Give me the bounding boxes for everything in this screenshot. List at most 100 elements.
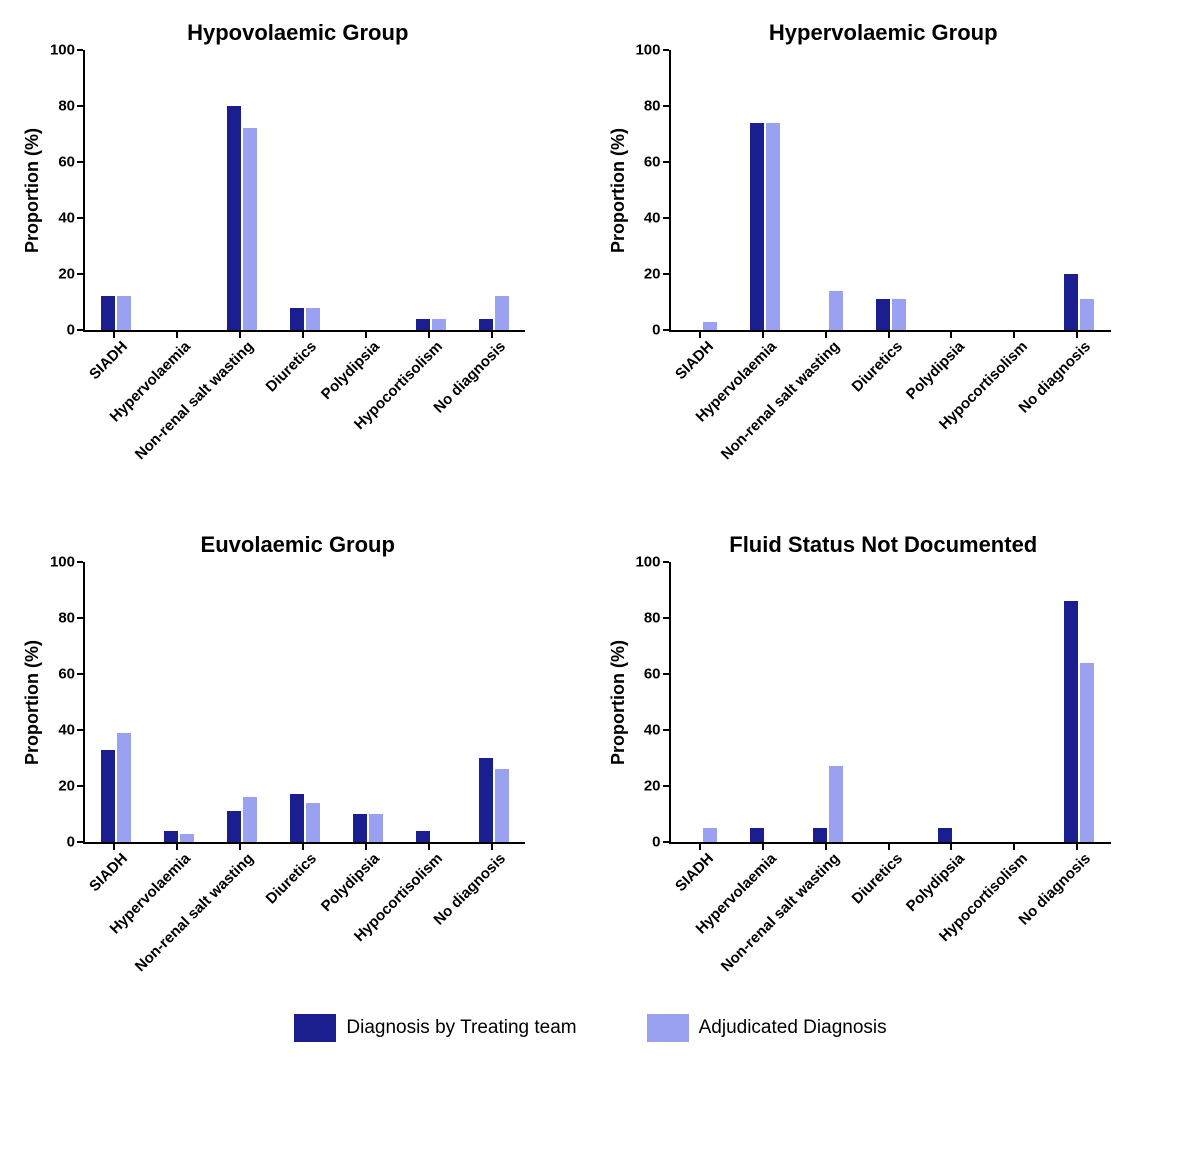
x-tick-mark: [888, 844, 890, 850]
bar-group: [416, 831, 446, 842]
y-tick-label: 40: [58, 722, 75, 739]
x-tick-mark: [239, 844, 241, 850]
bar-group: [876, 299, 906, 330]
x-tick-mark: [1013, 332, 1015, 338]
bar: [432, 319, 446, 330]
bar-group: [164, 831, 194, 842]
bar: [306, 803, 320, 842]
bar: [829, 766, 843, 842]
x-tick-mark: [365, 332, 367, 338]
bar: [243, 797, 257, 842]
panels-grid: Hypovolaemic GroupProportion (%)02040608…: [20, 20, 1161, 1004]
bar: [479, 319, 493, 330]
x-tick-mark: [491, 844, 493, 850]
y-tick-label: 20: [644, 778, 661, 795]
x-tick-mark: [428, 844, 430, 850]
y-axis: 020406080100: [629, 50, 669, 330]
bar: [813, 828, 827, 842]
bar-group: [813, 291, 843, 330]
y-tick-label: 100: [635, 42, 660, 59]
y-tick-label: 0: [652, 322, 660, 339]
y-tick-label: 60: [644, 666, 661, 683]
x-axis: SIADHHypervolaemiaNon-renal salt wasting…: [82, 844, 524, 1004]
plot-area: [669, 50, 1111, 332]
y-tick-label: 100: [50, 554, 75, 571]
panel-title: Fluid Status Not Documented: [606, 532, 1162, 558]
bar: [1064, 601, 1078, 842]
bar: [101, 296, 115, 330]
bar: [1064, 274, 1078, 330]
bar: [353, 814, 367, 842]
y-axis: 020406080100: [629, 562, 669, 842]
legend-swatch-adjudicated: [647, 1014, 689, 1042]
bar-group: [101, 733, 131, 842]
x-tick-mark: [950, 332, 952, 338]
x-axis: SIADHHypervolaemiaNon-renal salt wasting…: [82, 332, 524, 492]
bar-group: [687, 322, 717, 330]
bar: [416, 831, 430, 842]
bar: [703, 322, 717, 330]
y-tick-label: 100: [635, 554, 660, 571]
x-tick-mark: [762, 332, 764, 338]
legend: Diagnosis by Treating team Adjudicated D…: [20, 1014, 1161, 1042]
bar: [703, 828, 717, 842]
bar: [227, 106, 241, 330]
bar-group: [227, 106, 257, 330]
y-axis: 020406080100: [43, 50, 83, 330]
y-tick-label: 0: [67, 322, 75, 339]
figure: Hypovolaemic GroupProportion (%)02040608…: [20, 20, 1161, 1042]
x-tick-mark: [365, 844, 367, 850]
bar: [369, 814, 383, 842]
y-tick-label: 60: [644, 154, 661, 171]
legend-swatch-treating: [294, 1014, 336, 1042]
y-tick-label: 0: [652, 834, 660, 851]
x-tick-mark: [239, 332, 241, 338]
bar: [164, 831, 178, 842]
y-tick-label: 60: [58, 154, 75, 171]
bar-group: [290, 308, 320, 330]
legend-item-adjudicated: Adjudicated Diagnosis: [647, 1014, 887, 1042]
legend-label-adjudicated: Adjudicated Diagnosis: [699, 1017, 887, 1039]
bar-group: [479, 758, 509, 842]
bar-group: [750, 828, 780, 842]
chart-panel: Hypovolaemic GroupProportion (%)02040608…: [20, 20, 576, 492]
x-tick-mark: [950, 844, 952, 850]
x-tick-mark: [113, 844, 115, 850]
x-tick-mark: [113, 332, 115, 338]
bar-group: [938, 828, 968, 842]
legend-label-treating: Diagnosis by Treating team: [346, 1017, 576, 1039]
x-tick-mark: [762, 844, 764, 850]
x-tick-mark: [176, 844, 178, 850]
x-tick-mark: [302, 332, 304, 338]
bar: [101, 750, 115, 842]
bar: [495, 769, 509, 842]
y-axis-label: Proportion (%): [606, 563, 629, 843]
bar: [938, 828, 952, 842]
panel-title: Euvolaemic Group: [20, 532, 576, 558]
plot-area: [669, 562, 1111, 844]
bar: [479, 758, 493, 842]
bar: [495, 296, 509, 330]
bar: [1080, 299, 1094, 330]
bar: [290, 308, 304, 330]
bar-group: [290, 794, 320, 842]
bar-group: [479, 296, 509, 330]
y-tick-label: 20: [58, 778, 75, 795]
x-tick-mark: [302, 844, 304, 850]
x-tick-mark: [176, 332, 178, 338]
y-tick-label: 20: [58, 266, 75, 283]
bar-group: [1064, 274, 1094, 330]
bar: [1080, 663, 1094, 842]
x-tick-mark: [699, 844, 701, 850]
bar: [829, 291, 843, 330]
bar: [876, 299, 890, 330]
bar: [750, 123, 764, 330]
bar: [306, 308, 320, 330]
bar: [892, 299, 906, 330]
bar-group: [101, 296, 131, 330]
plot-area: [83, 562, 525, 844]
bar-group: [353, 814, 383, 842]
bar: [117, 733, 131, 842]
bar-group: [227, 797, 257, 842]
panel-title: Hypervolaemic Group: [606, 20, 1162, 46]
